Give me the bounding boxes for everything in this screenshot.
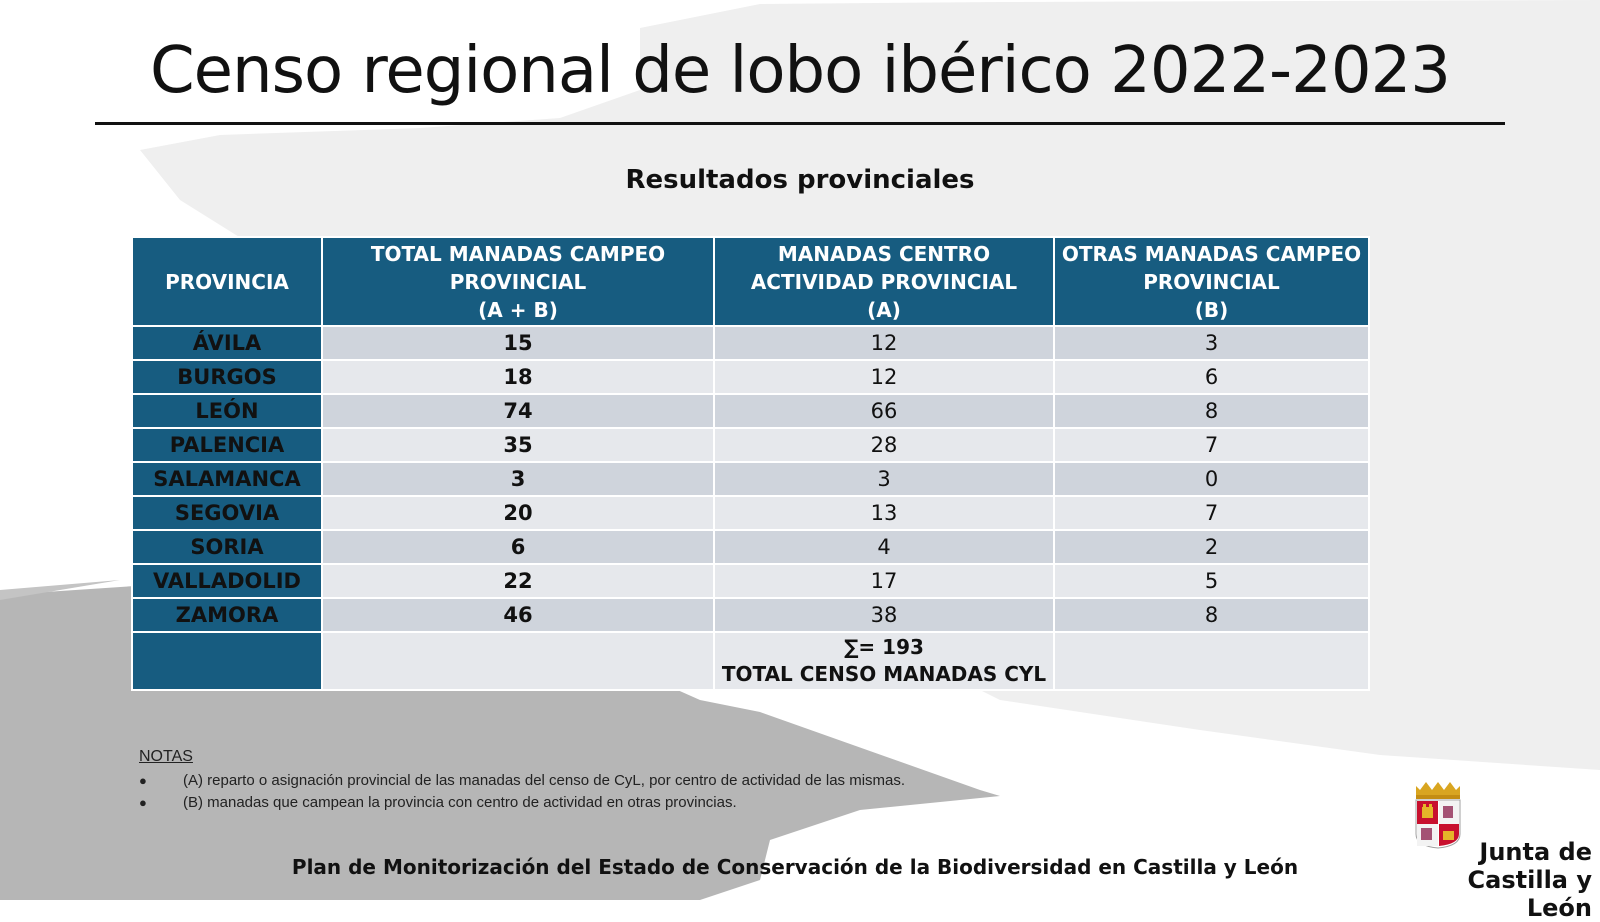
centro-cell: 13 [713, 495, 1055, 531]
bullet-icon: ● [139, 794, 147, 810]
empty-province-cell [131, 631, 323, 691]
province-cell: ÁVILA [131, 325, 323, 361]
header-line: PROVINCIA [165, 269, 289, 294]
table-row: ÁVILA 15 12 3 [131, 325, 1370, 361]
header-provincia: PROVINCIA [131, 236, 323, 327]
institution-logo-text: Junta de Castilla y León [1398, 838, 1592, 922]
centro-cell: 3 [713, 461, 1055, 497]
total-cell: 22 [321, 563, 715, 599]
header-line: OTRAS MANADAS CAMPEO [1061, 241, 1362, 266]
header-row: PROVINCIA TOTAL MANADAS CAMPEO PROVINCIA… [131, 236, 1370, 327]
header-otras-manadas: OTRAS MANADAS CAMPEO PROVINCIAL (B) [1053, 236, 1370, 327]
notes-section: NOTAS ● (A) reparto o asignación provinc… [139, 748, 905, 813]
table-row: SEGOVIA 20 13 7 [131, 495, 1370, 531]
total-cell: 35 [321, 427, 715, 463]
province-cell: VALLADOLID [131, 563, 323, 599]
note-item: ● (B) manadas que campean la provincia c… [139, 791, 905, 813]
bullet-icon: ● [139, 772, 147, 788]
total-cell: 74 [321, 393, 715, 429]
coat-of-arms-icon [1415, 782, 1461, 849]
table-row: BURGOS 18 12 6 [131, 359, 1370, 395]
total-row: ∑= 193 TOTAL CENSO MANADAS CYL [131, 631, 1370, 691]
centro-cell: 66 [713, 393, 1055, 429]
header-line: (A + B) [478, 297, 558, 322]
total-cell: 6 [321, 529, 715, 565]
footer-text: Plan de Monitorización del Estado de Con… [291, 855, 1299, 879]
empty-cell [321, 631, 715, 691]
table-row: SALAMANCA 3 3 0 [131, 461, 1370, 497]
total-cell: 20 [321, 495, 715, 531]
header-line: MANADAS CENTRO [777, 241, 991, 266]
note-text: (B) manadas que campean la provincia con… [183, 793, 737, 811]
centro-cell: 12 [713, 359, 1055, 395]
otras-cell: 0 [1053, 461, 1370, 497]
centro-cell: 4 [713, 529, 1055, 565]
otras-cell: 5 [1053, 563, 1370, 599]
province-cell: SALAMANCA [131, 461, 323, 497]
table-row: LEÓN 74 66 8 [131, 393, 1370, 429]
sum-label: TOTAL CENSO MANADAS CYL [721, 662, 1047, 686]
table-row: SORIA 6 4 2 [131, 529, 1370, 565]
header-line: (A) [867, 297, 901, 322]
centro-cell: 38 [713, 597, 1055, 633]
header-total-manadas: TOTAL MANADAS CAMPEO PROVINCIAL (A + B) [321, 236, 715, 327]
centro-cell: 17 [713, 563, 1055, 599]
otras-cell: 8 [1053, 597, 1370, 633]
otras-cell: 7 [1053, 495, 1370, 531]
centro-cell: 12 [713, 325, 1055, 361]
logo-line-2: Castilla y León [1467, 866, 1592, 922]
header-line: PROVINCIAL [449, 269, 587, 294]
logo-line-1: Junta de [1479, 838, 1592, 866]
note-text: (A) reparto o asignación provincial de l… [183, 771, 906, 789]
total-cell: 15 [321, 325, 715, 361]
section-subtitle: Resultados provinciales [625, 165, 975, 195]
otras-cell: 6 [1053, 359, 1370, 395]
results-table: PROVINCIA TOTAL MANADAS CAMPEO PROVINCIA… [131, 236, 1370, 691]
header-line: PROVINCIAL [1143, 269, 1280, 294]
header-line: (B) [1194, 297, 1229, 322]
province-cell: ZAMORA [131, 597, 323, 633]
otras-cell: 8 [1053, 393, 1370, 429]
total-cell: 3 [321, 461, 715, 497]
table-row: PALENCIA 35 28 7 [131, 427, 1370, 463]
otras-cell: 7 [1053, 427, 1370, 463]
notes-title: NOTAS [139, 748, 193, 765]
table-row: ZAMORA 46 38 8 [131, 597, 1370, 633]
total-cell: 46 [321, 597, 715, 633]
otras-cell: 3 [1053, 325, 1370, 361]
empty-cell [1053, 631, 1370, 691]
otras-cell: 2 [1053, 529, 1370, 565]
table-row: VALLADOLID 22 17 5 [131, 563, 1370, 599]
header-line: ACTIVIDAD PROVINCIAL [750, 269, 1018, 294]
province-cell: PALENCIA [131, 427, 323, 463]
header-manadas-centro: MANADAS CENTRO ACTIVIDAD PROVINCIAL (A) [713, 236, 1055, 327]
sum-value: ∑= 193 [844, 635, 924, 659]
province-cell: BURGOS [131, 359, 323, 395]
header-line: TOTAL MANADAS CAMPEO [370, 241, 666, 266]
total-census-cell: ∑= 193 TOTAL CENSO MANADAS CYL [713, 631, 1055, 691]
centro-cell: 28 [713, 427, 1055, 463]
title-underline [95, 122, 1505, 125]
province-cell: SEGOVIA [131, 495, 323, 531]
province-cell: LEÓN [131, 393, 323, 429]
page-title: Censo regional de lobo ibérico 2022-2023 [149, 34, 1451, 108]
total-cell: 18 [321, 359, 715, 395]
province-cell: SORIA [131, 529, 323, 565]
note-item: ● (A) reparto o asignación provincial de… [139, 769, 905, 791]
